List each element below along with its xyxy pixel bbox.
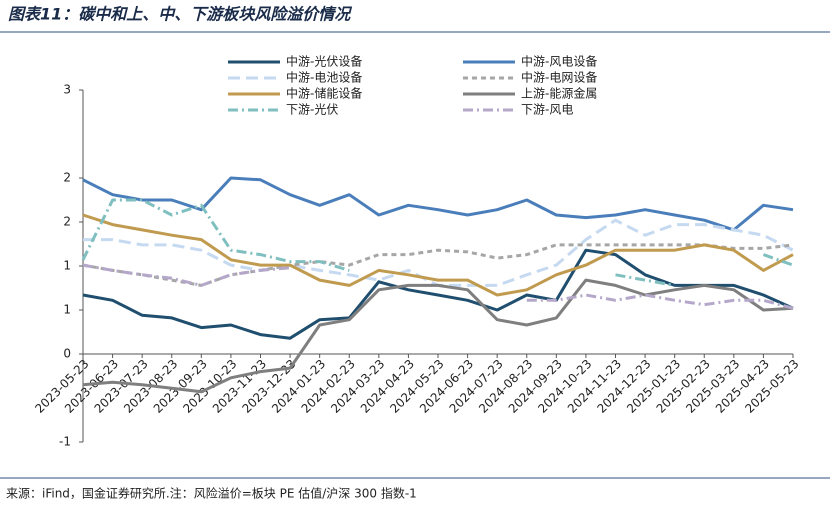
- y-tick-label: 0: [63, 347, 71, 361]
- legend-label: 下游-光伏: [286, 103, 338, 117]
- series-line: [82, 213, 794, 297]
- y-tick-label: 2: [63, 171, 71, 185]
- legend-label: 中游-储能设备: [286, 86, 362, 101]
- legend-label: 上游-能源金属: [521, 86, 597, 101]
- y-tick-label: 1: [63, 303, 71, 317]
- legend-label: 中游-电池设备: [286, 70, 362, 85]
- y-tick-label: 2: [63, 215, 71, 229]
- y-tick-label: 1: [63, 259, 71, 273]
- chart-title: 图表11：碳中和上、中、下游板块风险溢价情况: [8, 5, 352, 24]
- legend-label: 下游-风电: [521, 103, 573, 117]
- legend-label: 中游-光伏设备: [286, 54, 362, 69]
- series-line: [82, 176, 794, 232]
- series-line: [82, 248, 794, 340]
- source-note: 来源：iFind，国金证券研究所.注：风险溢价=板块 PE 估值/沪深 300 …: [6, 486, 417, 501]
- series-line: [83, 218, 794, 287]
- legend-label: 中游-风电设备: [521, 54, 597, 69]
- series-line: [82, 263, 794, 310]
- series-line: [82, 278, 794, 394]
- y-tick-label: -1: [59, 435, 71, 449]
- y-tick-label: 3: [63, 83, 71, 97]
- legend-label: 中游-电网设备: [521, 70, 597, 85]
- series-line: [81, 198, 794, 287]
